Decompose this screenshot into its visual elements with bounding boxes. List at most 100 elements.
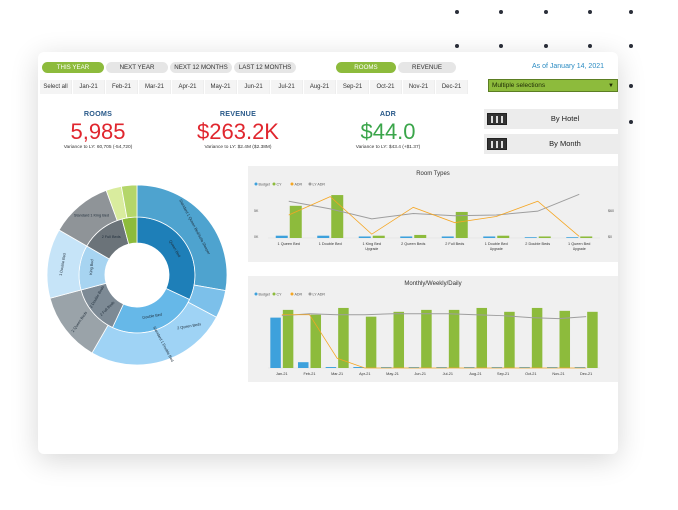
x-tick-label: Jun-21: [414, 372, 426, 376]
month-item[interactable]: Dec-21: [436, 80, 468, 94]
bar-cy: [538, 236, 551, 238]
kpi-adr: ADR $44.0 Variance to LY: $43.4 (+$1.37): [328, 109, 448, 150]
monthly-panel: Monthly/Weekly/Daily Budget CY ADR LY ADR Jan…: [248, 276, 618, 382]
line-adr: [281, 314, 587, 369]
month-item[interactable]: Sep-21: [337, 80, 369, 94]
bar-cy: [282, 309, 294, 368]
sunburst-label: 1 Double Bed: [59, 253, 67, 276]
sunburst-label: Double Bed: [142, 313, 162, 320]
revenue-button[interactable]: REVENUE: [398, 62, 456, 73]
bar-cy: [531, 307, 543, 368]
legend-label: ADR: [295, 293, 303, 297]
sunburst-label: Standard 1 King Bed: [74, 214, 109, 218]
month-item[interactable]: Nov-21: [403, 80, 435, 94]
month-item[interactable]: Jun-21: [238, 80, 270, 94]
next-year-button[interactable]: NEXT YEAR: [106, 62, 168, 73]
x-tick-label: 1 Queen Bed: [278, 242, 300, 246]
month-item[interactable]: May-21: [205, 80, 237, 94]
bar-cy: [421, 309, 432, 368]
legend-marker: [290, 292, 294, 296]
x-tick-label: May-21: [386, 372, 399, 376]
bar-cy: [310, 314, 322, 368]
this-year-button[interactable]: THIS YEAR: [42, 62, 104, 73]
legend-label: Budget: [259, 183, 270, 187]
month-item[interactable]: Apr-21: [172, 80, 204, 94]
x-tick-label: Jul-21: [443, 372, 453, 376]
x-tick-label: 2 Double Beds: [525, 242, 550, 246]
y2-tick-label: $0: [608, 235, 612, 239]
select-all-month[interactable]: Select all: [40, 80, 72, 94]
legend-label: CY: [277, 183, 283, 187]
sunburst-outer-segment[interactable]: [120, 184, 138, 219]
last-12-months-button[interactable]: LAST 12 MONTHS: [234, 62, 296, 73]
bar-budget: [441, 236, 454, 238]
room-types-panel: Room Types Budget CY ADR LY ADR 5K 0K $60 $0 1 Qu…: [248, 166, 618, 262]
by-hotel-button[interactable]: By Hotel: [484, 109, 618, 129]
x-tick-label: Mar-21: [331, 372, 343, 376]
month-item[interactable]: Feb-21: [106, 80, 138, 94]
y-tick-label: 5K: [254, 209, 259, 213]
x-tick-label: 1 Queen Bed: [568, 242, 590, 246]
bar-cy: [331, 195, 344, 238]
bar-cy: [497, 235, 510, 238]
rooms-button[interactable]: ROOMS: [336, 62, 396, 73]
kpi-title: REVENUE: [219, 109, 257, 118]
x-tick-label: Jan-21: [276, 372, 288, 376]
kpi-title: ADR: [379, 109, 397, 118]
bar-cy: [559, 310, 571, 368]
month-item[interactable]: Aug-21: [304, 80, 336, 94]
calendar-icon: [487, 113, 507, 125]
dashboard-card: THIS YEAR NEXT YEAR NEXT 12 MONTHS LAST …: [38, 52, 618, 454]
y2-tick-label: $60: [608, 209, 614, 213]
month-item[interactable]: Jan-21: [73, 80, 105, 94]
kpi-title: ROOMS: [83, 109, 113, 118]
selection-dropdown[interactable]: Multiple selections ▼: [488, 79, 618, 92]
x-tick-label: Oct-21: [525, 372, 536, 376]
bar-cy: [365, 316, 377, 368]
as-of-date: As of January 14, 2021: [532, 63, 604, 70]
nav-label: By Month: [549, 139, 581, 148]
bar-budget: [317, 235, 330, 238]
legend-label: LY ADR: [313, 293, 326, 297]
legend-marker: [308, 292, 312, 296]
bar-budget: [270, 317, 281, 368]
by-month-button[interactable]: By Month: [484, 134, 618, 154]
x-tick-sublabel: Upgrade: [490, 247, 503, 251]
legend-label: CY: [277, 293, 283, 297]
next-12-months-button[interactable]: NEXT 12 MONTHS: [170, 62, 232, 73]
bar-cy: [580, 236, 593, 238]
month-item[interactable]: Oct-21: [370, 80, 402, 94]
bar-budget: [275, 235, 288, 238]
kpi-variance: Variance to LY: $2.4M ($2.38M): [204, 145, 272, 150]
month-item[interactable]: Mar-21: [139, 80, 171, 94]
bar-cy: [372, 235, 385, 238]
x-tick-label: 1 King Bed: [362, 242, 381, 246]
kpi-value: $44.0: [360, 119, 416, 144]
room-types-chart: Room Types Budget CY ADR LY ADR 5K 0K $60 $0 1 Qu…: [254, 171, 614, 251]
x-tick-sublabel: Upgrade: [365, 247, 378, 251]
y-tick-label: 0K: [254, 235, 259, 239]
x-tick-label: Dec-21: [580, 372, 592, 376]
nav-label: By Hotel: [550, 114, 580, 123]
sunburst-label: 2 Queen Beds: [177, 322, 202, 330]
legend-label: ADR: [295, 183, 303, 187]
sunburst-label: 2 Full Beds: [102, 235, 121, 239]
bar-cy: [338, 307, 349, 368]
bar-budget: [524, 237, 537, 238]
bar-cy: [476, 307, 488, 368]
line-adr: [288, 196, 580, 237]
line-ly-adr: [281, 313, 587, 320]
chart-title: Room Types: [416, 171, 450, 177]
month-item[interactable]: Jul-21: [271, 80, 303, 94]
x-tick-sublabel: Upgrade: [573, 247, 586, 251]
bar-budget: [297, 362, 309, 368]
legend-marker: [254, 182, 258, 186]
bar-budget: [519, 367, 530, 368]
bar-cy: [289, 205, 302, 238]
x-tick-label: Feb-21: [303, 372, 315, 376]
x-tick-label: Apr-21: [359, 372, 370, 376]
x-tick-label: Nov-21: [552, 372, 564, 376]
kpi-value: 5,985: [70, 119, 126, 144]
bar-budget: [491, 367, 503, 368]
x-tick-label: Aug-21: [469, 372, 481, 376]
